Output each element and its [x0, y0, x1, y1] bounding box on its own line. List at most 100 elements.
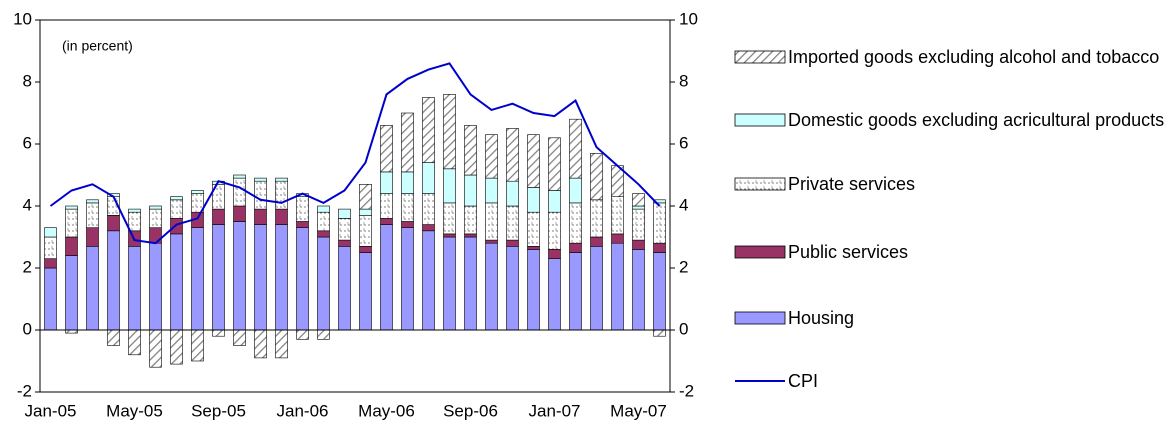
bar-segment: [443, 202, 456, 235]
x-tick-label: May-07: [610, 401, 667, 420]
bar-segment: [485, 202, 498, 241]
bar-segment: [569, 177, 582, 204]
x-tick-label: Sep-05: [191, 401, 246, 420]
bar-segment: [548, 249, 561, 259]
legend-label: Housing: [788, 308, 855, 328]
bar-segment: [317, 211, 330, 232]
y2-tick-label: -2: [679, 381, 694, 400]
bar-segment: [317, 205, 330, 213]
y-tick-label: 8: [23, 71, 32, 90]
legend-label: Domestic goods excluding acricultural pr…: [788, 110, 1165, 130]
bar-segment: [359, 184, 372, 210]
bar-segment: [338, 208, 351, 219]
bar-segment: [632, 249, 645, 331]
bar-segment: [632, 239, 645, 250]
bar-segment: [191, 227, 204, 331]
bar-segment: [464, 205, 477, 235]
bar-segment: [275, 329, 288, 359]
bar-segment: [632, 208, 645, 241]
bar-segment: [569, 242, 582, 253]
y2-tick-label: 2: [679, 257, 688, 276]
y2-tick-label: 6: [679, 133, 688, 152]
bar-segment: [338, 239, 351, 247]
bar-segment: [548, 211, 561, 250]
bar-segment: [296, 221, 309, 228]
legend-label: Public services: [788, 242, 909, 262]
bar-segment: [548, 137, 561, 191]
legend-swatch: [734, 311, 786, 325]
y2-tick-label: 4: [679, 195, 688, 214]
bar-segment: [527, 134, 540, 188]
bar-segment: [464, 174, 477, 207]
x-tick-label: Jan-06: [277, 401, 329, 420]
bar-segment: [653, 252, 666, 331]
bar-segment: [338, 246, 351, 331]
bar-segment: [149, 205, 162, 210]
bar-segment: [590, 246, 603, 331]
bar-segment: [44, 267, 57, 331]
bar-segment: [65, 236, 78, 256]
bar-segment: [191, 329, 204, 362]
x-tick-label: Sep-06: [443, 401, 498, 420]
bar-segment: [590, 236, 603, 247]
bar-segment: [275, 180, 288, 210]
bar-segment: [401, 227, 414, 331]
bar-segment: [590, 199, 603, 238]
plot-frame: [39, 19, 671, 393]
bar-segment: [569, 118, 582, 179]
bar-segment: [296, 196, 309, 222]
bar-segment: [149, 208, 162, 229]
bar-segment: [485, 242, 498, 331]
bar-segment: [464, 125, 477, 176]
bar-segment: [212, 224, 225, 331]
bar-segment: [275, 177, 288, 182]
bar-segment: [506, 239, 519, 247]
y2-tick-label: 8: [679, 71, 688, 90]
bar-segment: [275, 224, 288, 331]
bar-segment: [401, 171, 414, 194]
bar-segment: [170, 218, 183, 235]
y-tick-label: -2: [17, 381, 32, 400]
bar-segment: [170, 233, 183, 331]
bar-segment: [338, 218, 351, 241]
bar-segment: [569, 202, 582, 244]
bar-segment: [254, 208, 267, 225]
bar-segment: [254, 329, 267, 359]
x-tick-label: May-06: [358, 401, 415, 420]
bar-segment: [107, 329, 120, 346]
bar-segment: [443, 233, 456, 238]
bar-segment: [527, 249, 540, 331]
bar-segment: [212, 329, 225, 337]
bar-segment: [44, 236, 57, 260]
bar-segment: [653, 329, 666, 337]
bar-segment: [107, 215, 120, 232]
bar-segment: [506, 205, 519, 241]
bar-segment: [569, 252, 582, 331]
bar-segment: [149, 227, 162, 244]
bar-segment: [653, 202, 666, 244]
y-tick-label: 0: [23, 319, 32, 338]
bar-segment: [65, 255, 78, 331]
bar-segment: [653, 199, 666, 204]
x-tick-label: Jan-07: [529, 401, 581, 420]
bar-segment: [65, 205, 78, 210]
bar-segment: [611, 233, 624, 244]
x-tick-label: May-05: [106, 401, 163, 420]
bar-segment: [464, 236, 477, 331]
bar-segment: [170, 329, 183, 365]
legend-swatch: [734, 113, 786, 127]
bar-segment: [317, 230, 330, 238]
bar-segment: [233, 205, 246, 222]
bar-segment: [212, 208, 225, 225]
legend-label: Private services: [788, 174, 916, 194]
bar-segment: [548, 258, 561, 331]
annotation: (in percent): [62, 38, 133, 54]
bar-segment: [86, 227, 99, 247]
bar-segment: [254, 180, 267, 210]
bar-segment: [191, 190, 204, 194]
bar-segment: [380, 171, 393, 194]
bar-segment: [632, 205, 645, 210]
bar-segment: [107, 230, 120, 331]
